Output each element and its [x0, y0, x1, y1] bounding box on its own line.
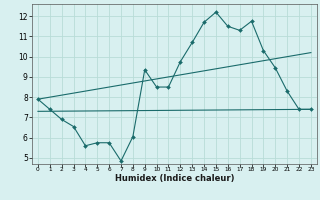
- X-axis label: Humidex (Indice chaleur): Humidex (Indice chaleur): [115, 174, 234, 183]
